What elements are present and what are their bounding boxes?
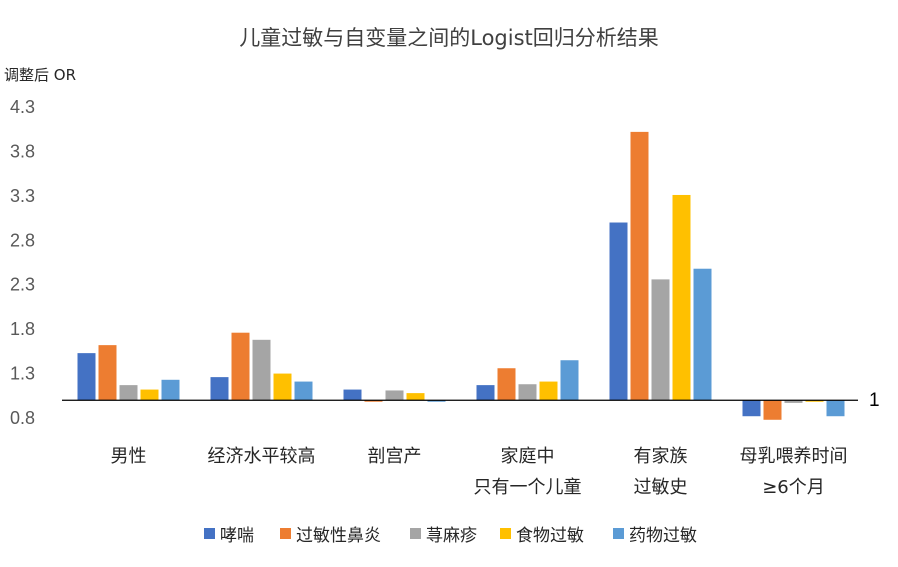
bar [609, 222, 628, 401]
bar [693, 268, 712, 401]
legend-swatch [410, 528, 421, 539]
category-label: 经济水平较高 [208, 446, 316, 467]
chart-title: 儿童过敏与自变量之间的Logist回归分析结果 [239, 26, 659, 50]
legend-entry: 荨麻疹 [426, 526, 477, 546]
category-label: 家庭中 [501, 446, 555, 467]
bar [252, 339, 271, 401]
legend-swatch [204, 528, 215, 539]
y-tick-label: 4.3 [10, 97, 35, 117]
bar [273, 373, 292, 401]
bar [140, 389, 159, 401]
bar [343, 389, 362, 401]
legend: 哮喘 过敏性鼻炎 荨麻疹 食物过敏 药物过敏 [204, 526, 697, 546]
bar [518, 384, 537, 401]
y-tick-label: 2.8 [10, 230, 35, 250]
legend-entry: 药物过敏 [629, 526, 697, 546]
bar [119, 385, 138, 401]
bar [476, 385, 495, 401]
bar [210, 377, 229, 401]
legend-entry: 哮喘 [220, 526, 254, 546]
bar [98, 345, 117, 401]
bar [77, 353, 96, 401]
y-tick-label: 3.3 [10, 186, 35, 206]
bar [560, 360, 579, 401]
y-tick-label: 1.3 [10, 364, 35, 384]
bar [805, 400, 824, 402]
category-label: 剖宫产 [368, 446, 422, 467]
bar [826, 400, 845, 417]
category-label: ≥6个月 [762, 477, 825, 498]
y-axis-ticks: 4.3 3.8 3.3 2.8 2.3 1.8 1.3 0.8 [10, 97, 35, 428]
bar [630, 131, 649, 401]
legend-swatch [500, 528, 511, 539]
y-tick-label: 0.8 [10, 408, 35, 428]
bar [385, 390, 404, 401]
legend-entry: 过敏性鼻炎 [296, 526, 381, 546]
category-label: 有家族 [634, 446, 688, 467]
bar [763, 400, 782, 420]
bars [77, 131, 845, 420]
bar [364, 400, 383, 402]
legend-entry: 食物过敏 [516, 526, 584, 546]
bar [672, 194, 691, 401]
bar [742, 400, 761, 417]
category-label: 过敏史 [634, 477, 688, 498]
category-label: 母乳喂养时间 [740, 446, 848, 467]
legend-swatch [613, 528, 624, 539]
bar [161, 379, 180, 401]
bar [784, 400, 803, 403]
y-axis-label: 调整后 OR [4, 66, 76, 84]
bar [294, 381, 313, 401]
category-label: 只有一个儿童 [474, 477, 582, 498]
baseline-label: 1 [869, 390, 880, 411]
legend-swatch [280, 528, 291, 539]
bar [427, 400, 446, 402]
bar [539, 381, 558, 401]
y-tick-label: 3.8 [10, 141, 35, 161]
y-tick-label: 2.3 [10, 275, 35, 295]
category-label: 男性 [111, 446, 147, 467]
bar [406, 393, 425, 401]
bar [651, 279, 670, 401]
y-tick-label: 1.8 [10, 319, 35, 339]
bar [231, 332, 250, 401]
bar [497, 368, 516, 401]
